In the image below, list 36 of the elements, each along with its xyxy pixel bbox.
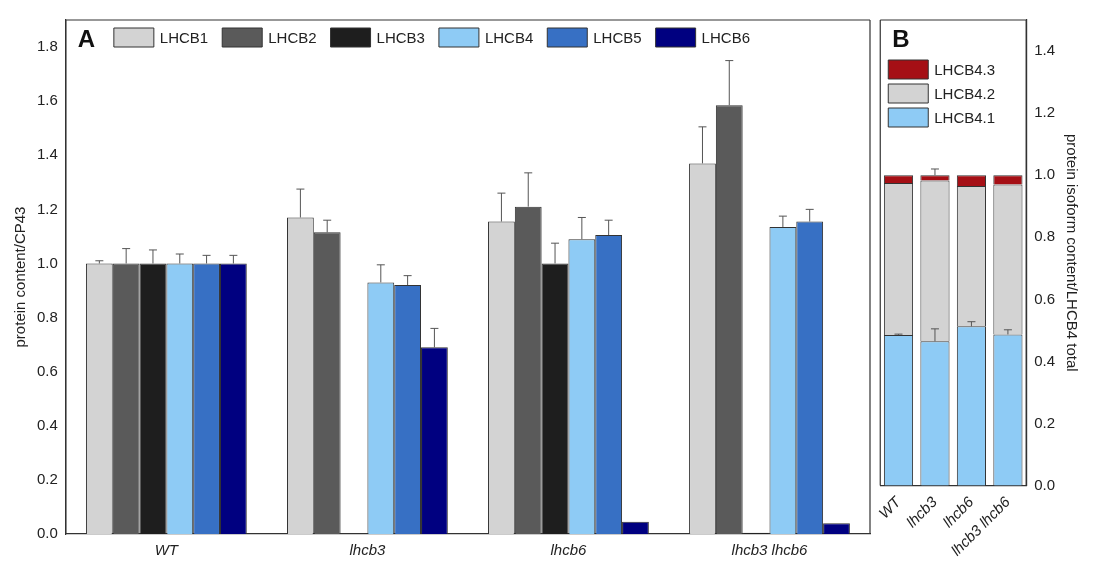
- y2-tick-label: 1.0: [1034, 165, 1056, 183]
- legend-label: LHCB4.2: [934, 84, 996, 102]
- x-tick-label: lhcb3: [349, 541, 386, 559]
- legend-label: LHCB4.1: [934, 108, 996, 126]
- y-tick-label: 1.0: [36, 253, 58, 271]
- y2-tick-label: 0.2: [1034, 413, 1056, 431]
- y-tick-label: 0.8: [36, 307, 58, 325]
- chart-title: A: [77, 24, 96, 52]
- legend-label: LHCB2: [268, 28, 317, 46]
- y2-tick-label: 1.2: [1034, 103, 1056, 121]
- y2-tick-label: 0.4: [1034, 351, 1056, 369]
- legend-label: LHCB5: [593, 28, 642, 46]
- x-tick-label: WT: [154, 541, 180, 559]
- y-tick-label: 1.2: [36, 199, 58, 217]
- legend-label: LHCB1: [159, 28, 209, 46]
- legend-label: LHCB6: [701, 28, 750, 46]
- y-tick-label: 0.6: [36, 361, 58, 379]
- legend-label: LHCB4.3: [934, 60, 996, 78]
- legend-label: LHCB3: [376, 28, 425, 46]
- x-tick-label: lhcb3 lhcb6: [731, 541, 809, 559]
- y-tick-label: 0.2: [36, 470, 58, 488]
- y-tick-label: 1.8: [36, 37, 58, 55]
- y2-axis-title: protein isoform content/LHCB4 total: [1063, 133, 1081, 372]
- y-tick-label: 0.4: [36, 415, 58, 433]
- y2-tick-label: 0.0: [1034, 475, 1056, 493]
- y-tick-label: 1.6: [36, 91, 58, 109]
- x-tick-label: WT: [875, 491, 905, 522]
- y-tick-label: 1.4: [36, 145, 58, 163]
- y2-tick-label: 0.6: [1034, 289, 1056, 307]
- legend-label: LHCB4: [484, 28, 534, 46]
- y-axis-title: protein content/CP43: [11, 206, 29, 348]
- chart-title: B: [892, 24, 910, 52]
- y2-tick-label: 1.4: [1034, 41, 1056, 59]
- x-tick-label: lhcb6: [550, 541, 588, 559]
- y2-tick-label: 0.8: [1034, 227, 1056, 245]
- y-tick-label: 0.0: [36, 524, 58, 542]
